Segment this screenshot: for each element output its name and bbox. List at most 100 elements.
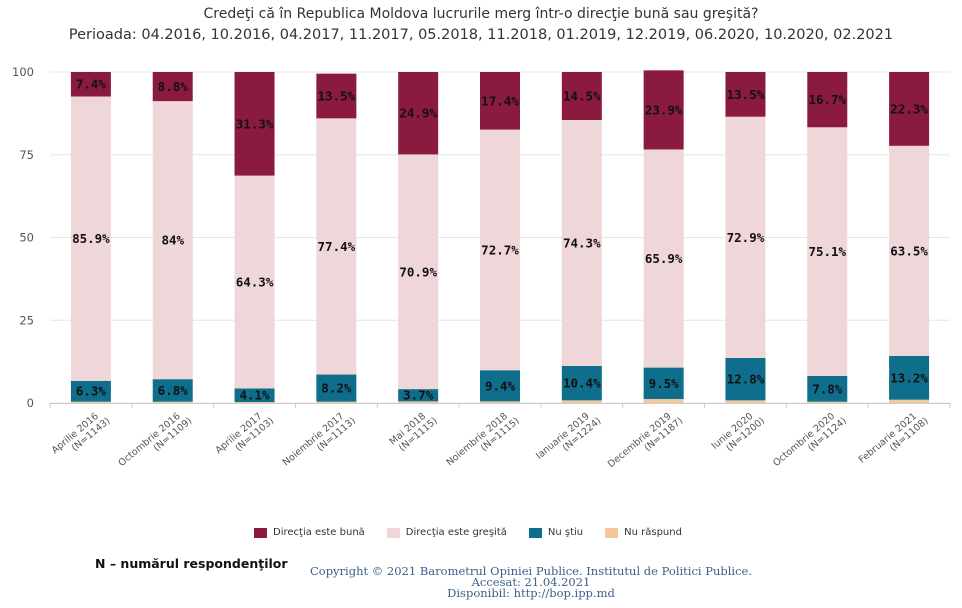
data-label: 9.4% [485, 378, 516, 393]
chart-subtitle: Perioada: 04.2016, 10.2016, 04.2017, 11.… [68, 27, 894, 43]
data-label: 64.3% [236, 275, 274, 290]
bar-segment [643, 399, 684, 403]
legend-label: Nu ştiu [547, 527, 584, 538]
data-label: 13.5% [318, 88, 356, 103]
data-label: 9.5% [649, 376, 680, 391]
data-label: 10.4% [563, 376, 601, 391]
x-category-label: Februarie 2021(N=1108) [857, 407, 931, 474]
bar-segment [398, 154, 439, 390]
x-category-label: Noiembrie 2018(N=1115) [444, 407, 521, 477]
y-tick-label: 100 [12, 65, 34, 79]
data-label: 63.5% [890, 243, 928, 258]
legend-item[interactable]: Nu ştiu [528, 527, 584, 538]
bar-segment [807, 375, 848, 402]
bar-segment [725, 116, 766, 358]
data-label: 65.9% [645, 251, 683, 266]
data-label: 7.8% [812, 381, 843, 396]
x-category-label: Octombrie 2020(N=1124) [771, 407, 849, 477]
bar-segment [316, 374, 357, 402]
x-category-label: Aprilie 2017(N=1103) [213, 407, 276, 465]
data-label: 85.9% [72, 231, 110, 246]
data-label: 6.3% [76, 384, 107, 399]
bar-segment [316, 118, 357, 375]
legend-item[interactable]: Direcţia este greşită [386, 527, 507, 538]
bar-segment [561, 400, 602, 403]
chart-legend: Direcţia este bună Direcţia este greşită N… [254, 527, 682, 538]
bar-segment [807, 72, 848, 128]
bar-segment [70, 380, 111, 402]
bar-segment [725, 357, 766, 401]
bar-segment [234, 402, 275, 403]
bar-segment [70, 72, 111, 97]
bar-segment [561, 119, 602, 366]
data-label: 13.2% [890, 370, 928, 385]
y-tick-label: 75 [19, 148, 34, 162]
legend-swatch [254, 527, 267, 538]
bar-segment [889, 145, 930, 356]
legend-swatch [386, 527, 400, 538]
bar-segment [398, 389, 439, 402]
bar-segment [316, 73, 357, 119]
bar-segment [398, 72, 439, 155]
copyright-block: Copyright © 2021 Barometrul Opiniei Publ… [300, 564, 762, 600]
bar-segment [561, 72, 602, 120]
accessed-line: Accesat: 21.04.2021 [471, 575, 591, 589]
bar-segment [643, 367, 684, 400]
data-label: 75.1% [808, 244, 846, 259]
data-label: 4.1% [239, 388, 270, 403]
chart-title: Credeţi că în Republica Moldova lucruril… [203, 6, 759, 22]
copyright-line: Copyright © 2021 Barometrul Opiniei Publ… [309, 564, 753, 578]
legend-item[interactable]: Direcţia este bună [254, 527, 365, 538]
legend-item[interactable]: Nu răspund [605, 527, 682, 538]
bar-segment [70, 401, 111, 403]
bar-segment [152, 101, 193, 380]
bar-segment [70, 96, 111, 381]
bar-segment [643, 70, 684, 150]
data-label: 23.9% [645, 102, 683, 117]
bar-segment [152, 72, 193, 102]
source-line: Disponibil: http://bop.ipp.md [447, 586, 615, 600]
data-label: 70.9% [399, 264, 437, 279]
legend-swatch [605, 527, 619, 538]
bar-segment [807, 401, 848, 403]
x-category-label: Ianuarie 2019(N=1224) [534, 407, 603, 470]
bar-segment [725, 72, 766, 117]
bar-segment [889, 399, 930, 403]
data-label: 14.5% [563, 88, 601, 103]
bar-segment [234, 72, 275, 176]
legend-label: Direcţia este greşită [405, 527, 507, 538]
y-tick-label: 50 [19, 231, 34, 245]
data-label: 8.8% [158, 79, 189, 94]
legend-label: Direcţia este bună [273, 527, 365, 538]
legend-label: Nu răspund [624, 527, 682, 538]
bar-segment [643, 149, 684, 368]
bar-segment [398, 401, 439, 403]
bar-segment [807, 127, 848, 376]
y-tick-label: 0 [27, 396, 34, 410]
respondents-note: N – numărul respondenţilor [95, 556, 288, 571]
bar-segment [561, 365, 602, 401]
data-label: 31.3% [236, 116, 274, 131]
x-category-label: Decembrie 2019(N=1187) [606, 407, 685, 479]
data-label: 8.2% [321, 381, 352, 396]
data-label: 74.3% [563, 235, 601, 250]
data-label: 17.4% [481, 93, 519, 108]
data-label: 77.4% [318, 239, 356, 254]
x-category-label: Octombrie 2016(N=1109) [117, 407, 195, 477]
bar-segment [889, 355, 930, 400]
data-label: 24.9% [399, 106, 437, 121]
x-category-label: Mai 2018(N=1115) [387, 407, 439, 456]
bar-segment [480, 129, 520, 371]
bar-segment [725, 400, 766, 403]
y-tick-label: 25 [19, 313, 34, 327]
data-label: 16.7% [808, 92, 846, 107]
data-label: 12.8% [727, 372, 765, 387]
data-label: 72.9% [727, 230, 765, 245]
data-label: 6.8% [158, 383, 189, 398]
data-label: 22.3% [890, 101, 928, 116]
data-label: 3.7% [403, 388, 434, 403]
data-label: 84% [161, 233, 184, 248]
data-label: 7.4% [76, 77, 107, 92]
bar-segment [152, 379, 193, 402]
